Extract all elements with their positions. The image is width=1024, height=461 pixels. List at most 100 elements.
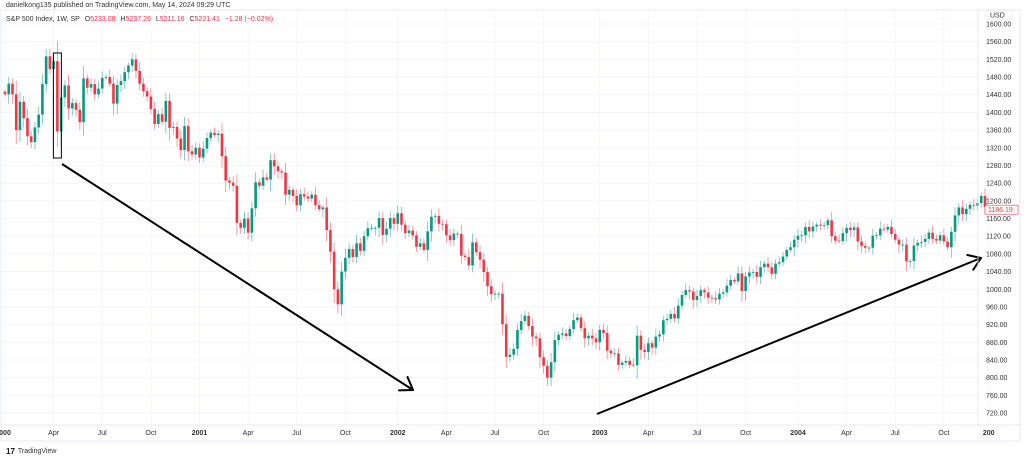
time-axis[interactable]: 000 Apr Jul Oct 2001 Apr Jul Oct 2002 Apr Jul Oct 20…	[0, 430, 995, 437]
candle-body	[605, 333, 609, 351]
candle	[284, 162, 287, 205]
candle	[523, 310, 527, 325]
candle-body	[411, 230, 415, 236]
time-tick-label: 200	[983, 430, 995, 437]
last-price-label: 1186.19	[984, 204, 1019, 215]
candle	[317, 200, 321, 212]
candle	[22, 95, 26, 128]
candle	[893, 228, 897, 243]
candle-body	[774, 263, 777, 274]
uptrend-arrow[interactable]	[596, 254, 982, 415]
candle-body	[804, 226, 807, 236]
candle	[250, 201, 254, 242]
candle	[905, 237, 908, 272]
candle	[789, 241, 792, 253]
candle	[411, 225, 415, 240]
candle	[74, 99, 78, 117]
price-tick-label: 920.00	[986, 322, 1008, 329]
time-tick-label: Jul	[98, 430, 107, 437]
price-axis[interactable]: 720.00 760.00 800.00 840.00 880.00 920.00 960.…	[986, 22, 1011, 418]
candle-body	[235, 185, 239, 223]
candle-body	[201, 148, 205, 158]
candle	[587, 332, 590, 346]
candle-body	[676, 305, 680, 319]
candle	[396, 205, 400, 231]
candle	[239, 219, 242, 234]
price-tick-label: 1440.00	[986, 92, 1011, 99]
candle-body	[953, 215, 957, 232]
candle-body	[291, 189, 295, 196]
candle	[85, 74, 89, 94]
candle	[11, 78, 14, 104]
candle-body	[63, 85, 67, 98]
candle-body	[231, 182, 235, 186]
candle-body	[340, 271, 343, 305]
drawings	[52, 52, 982, 415]
candle	[755, 264, 759, 284]
price-tick-label: 1080.00	[986, 251, 1011, 258]
symbol-legend: S&P 500 Index, 1W, SP O5233.08 H5237.26 …	[6, 16, 276, 27]
candle-body	[179, 138, 183, 150]
price-tick-label: 1360.00	[986, 128, 1011, 135]
candle-body	[269, 160, 272, 180]
candle	[972, 198, 976, 211]
candle-body	[961, 207, 964, 215]
candle-body	[362, 236, 366, 251]
candle	[718, 288, 721, 305]
candle	[538, 332, 542, 368]
price-tick-label: 1560.00	[986, 39, 1011, 46]
low-value: 5211.16	[159, 16, 185, 23]
price-tick-label: 1320.00	[986, 145, 1011, 152]
brand-name[interactable]: TradingView	[17, 448, 57, 455]
highlight-rectangle[interactable]	[52, 52, 62, 159]
candle	[721, 289, 725, 298]
candle-body	[572, 320, 575, 330]
candle	[336, 281, 340, 314]
downtrend-arrow[interactable]	[61, 163, 414, 392]
candle-body	[467, 256, 471, 266]
candle	[145, 87, 149, 102]
candle-body	[160, 114, 164, 122]
candle	[654, 329, 658, 356]
candle-body	[957, 207, 961, 216]
candle-body	[7, 83, 11, 95]
candle	[800, 230, 804, 243]
price-tick-label: 960.00	[986, 304, 1008, 311]
candle	[594, 333, 598, 350]
candle-body	[725, 285, 729, 293]
candle-body	[516, 329, 519, 349]
candle	[549, 352, 553, 387]
candle-body	[295, 195, 299, 206]
candle-body	[916, 242, 919, 246]
candle-body	[564, 333, 568, 337]
candle	[426, 221, 429, 262]
candle	[261, 169, 265, 190]
candle-body	[538, 338, 542, 358]
price-tick-label: 1160.00	[986, 216, 1011, 223]
candle	[617, 347, 620, 371]
candle	[463, 252, 467, 261]
candle-body	[852, 227, 856, 231]
candle-body	[546, 365, 549, 378]
candle-body	[239, 222, 242, 228]
symbol-name[interactable]: S&P 500 Index, 1W, SP	[6, 16, 80, 23]
candle	[276, 161, 280, 179]
svg-text:1186.19: 1186.19	[988, 207, 1013, 214]
candle	[67, 75, 70, 120]
time-tick-label: 2002	[390, 430, 406, 437]
candle-body	[594, 338, 598, 343]
candle-body	[650, 343, 654, 348]
candle-body	[519, 321, 523, 330]
candle-body	[104, 77, 108, 78]
candle	[115, 79, 119, 115]
price-tick-label: 1040.00	[986, 269, 1011, 276]
candle	[445, 219, 448, 243]
candle-body	[48, 56, 52, 70]
candle	[41, 74, 44, 125]
tradingview-logo-icon[interactable]: 17	[6, 447, 15, 456]
candle	[643, 343, 646, 360]
candle-body	[512, 348, 516, 355]
currency-label[interactable]: USD	[990, 13, 1005, 20]
candle-body	[920, 241, 923, 243]
